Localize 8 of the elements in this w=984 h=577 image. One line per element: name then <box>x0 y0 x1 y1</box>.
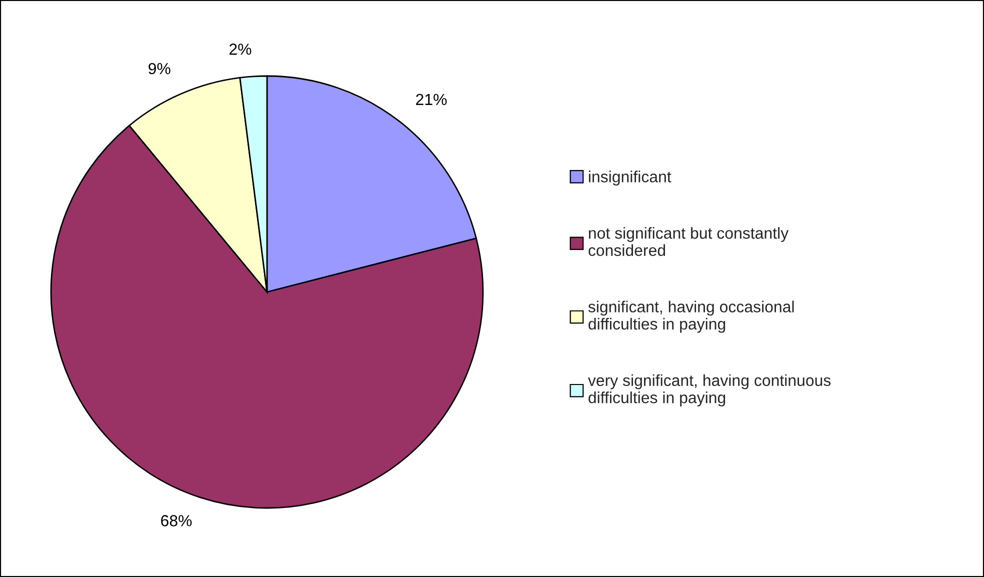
data-label: 68% <box>161 515 192 526</box>
legend-label: not significant but constantly considered <box>588 227 789 256</box>
legend-label: significant, having occasional difficulties in paying <box>588 300 794 333</box>
legend-label: insignificant <box>588 170 672 186</box>
data-label: 9% <box>148 62 170 74</box>
data-label: 21% <box>416 94 447 106</box>
legend-label: very significant, having continuous difficulties in paying <box>588 374 831 406</box>
data-label: 2% <box>230 44 252 55</box>
